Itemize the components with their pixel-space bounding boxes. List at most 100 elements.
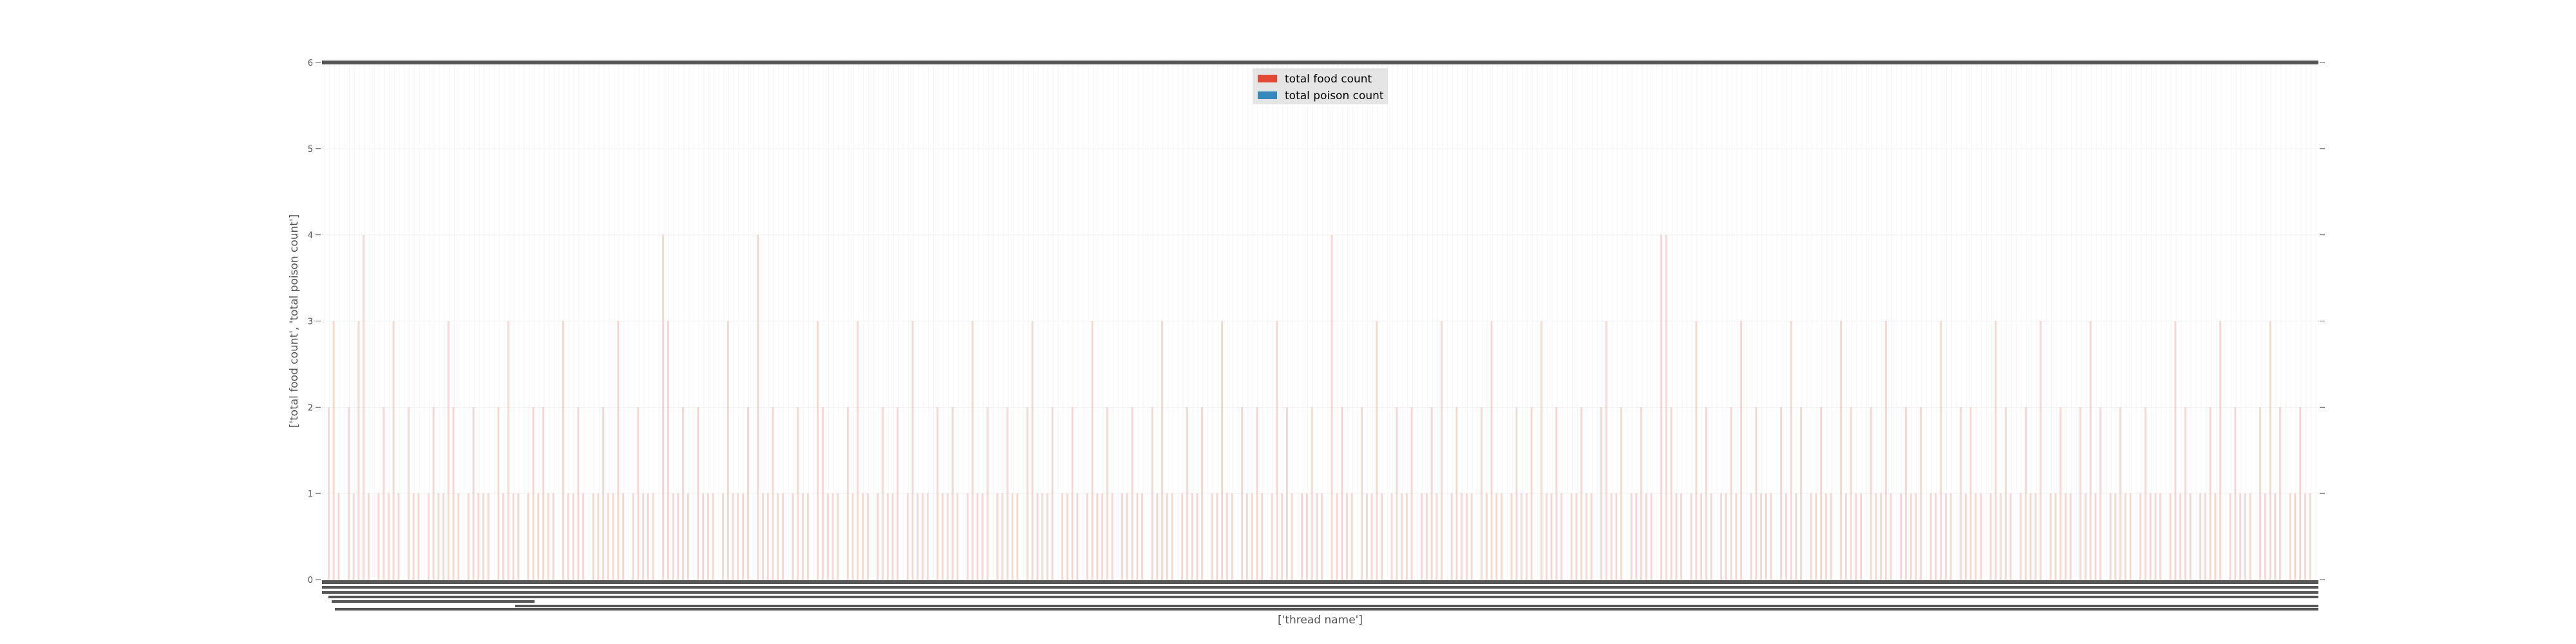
bar-total-food-count	[502, 493, 504, 580]
bar-total-food-count	[1390, 493, 1393, 580]
bar-total-food-count	[1365, 493, 1368, 580]
bar-total-food-count	[1396, 407, 1398, 580]
bar-total-food-count	[2299, 407, 2301, 580]
bar-total-food-count	[1575, 493, 1578, 580]
bar-total-food-count	[762, 493, 764, 580]
bar-total-food-count	[662, 234, 664, 580]
bar-total-food-count	[1740, 321, 1742, 580]
bar-total-food-count	[1944, 493, 1947, 580]
bar-total-food-count	[806, 493, 809, 580]
bar-total-food-count	[1820, 407, 1822, 580]
bar-total-food-count	[2109, 493, 2112, 580]
bar-total-food-count	[1245, 493, 1248, 580]
bar-total-food-count	[1301, 493, 1303, 580]
bar-total-food-count	[2054, 493, 2057, 580]
legend-swatch-food	[1258, 75, 1277, 82]
bar-total-food-count	[1241, 407, 1243, 580]
bar-total-food-count	[831, 493, 834, 580]
y-tick-label: 1	[308, 489, 313, 499]
bar-total-food-count	[1086, 493, 1088, 580]
bar-total-food-count	[782, 493, 784, 580]
bar-total-food-count	[2064, 493, 2067, 580]
bar-total-food-count	[1520, 493, 1522, 580]
bar-total-food-count	[1610, 493, 1613, 580]
bar-total-food-count	[2040, 321, 2041, 580]
bar-total-food-count	[1495, 493, 1498, 580]
bar-total-food-count	[667, 321, 669, 580]
bar-total-food-count	[512, 493, 515, 580]
bar-total-food-count	[2279, 407, 2281, 580]
bar-total-food-count	[1830, 493, 1832, 580]
bar-total-food-count	[1755, 407, 1757, 580]
bar-total-food-count	[2304, 493, 2306, 580]
y-ticks: 0 1 2 3 4 5 6	[308, 59, 2325, 585]
bar-total-food-count	[2189, 493, 2192, 580]
bar-total-food-count	[726, 321, 729, 580]
bar-total-food-count	[772, 407, 774, 580]
bar-total-food-count	[1720, 493, 1722, 580]
bar-total-food-count	[2239, 493, 2241, 580]
bar-total-food-count	[1585, 493, 1587, 580]
bar-total-food-count	[876, 493, 879, 580]
bar-total-food-count	[911, 321, 914, 580]
bar-total-food-count	[2214, 493, 2217, 580]
bar-total-food-count	[1860, 493, 1862, 580]
bar-total-food-count	[567, 493, 569, 580]
bar-total-food-count	[1465, 493, 1468, 580]
bar-total-food-count	[1989, 493, 1992, 580]
bar-total-food-count	[2020, 493, 2022, 580]
bar-total-food-count	[1580, 407, 1582, 580]
bar-total-food-count	[851, 493, 854, 580]
bar-total-food-count	[822, 407, 824, 580]
bar-total-food-count	[766, 493, 769, 580]
bar-total-food-count	[2094, 493, 2097, 580]
bar-total-food-count	[2174, 321, 2177, 580]
bar-total-food-count	[417, 493, 420, 580]
bar-total-food-count	[956, 493, 959, 580]
bar-total-food-count	[622, 493, 624, 580]
bar-total-food-count	[1765, 493, 1767, 580]
legend-label-food: total food count	[1285, 73, 1372, 86]
bar-total-food-count	[497, 407, 500, 580]
bar-total-food-count	[1695, 321, 1698, 580]
bar-total-food-count	[1760, 493, 1762, 580]
bar-total-food-count	[976, 493, 979, 580]
bar-total-food-count	[1345, 493, 1348, 580]
bar-total-food-count	[1785, 493, 1787, 580]
bar-total-food-count	[837, 493, 839, 580]
bar-total-food-count	[1855, 493, 1857, 580]
bar-total-food-count	[791, 493, 794, 580]
bar-total-food-count	[1336, 493, 1338, 580]
bar-total-food-count	[777, 493, 779, 580]
bar-total-food-count	[926, 493, 929, 580]
bar-total-food-count	[1401, 493, 1403, 580]
bar-total-food-count	[1091, 321, 1094, 580]
bar-total-food-count	[1780, 407, 1782, 580]
bar-total-food-count	[1221, 321, 1223, 580]
bar-total-food-count	[1450, 493, 1453, 580]
bar-total-food-count	[916, 493, 919, 580]
bar-total-food-count	[1181, 493, 1183, 580]
bar-total-food-count	[2139, 493, 2141, 580]
bar-total-food-count	[1975, 493, 1977, 580]
bar-total-food-count	[2274, 493, 2277, 580]
bar-total-food-count	[1969, 407, 1972, 580]
bar-total-food-count	[2309, 493, 2311, 580]
bar-total-food-count	[332, 321, 335, 580]
bar-total-food-count	[1810, 493, 1812, 580]
bar-total-food-count	[946, 493, 949, 580]
bar-total-food-count	[1405, 493, 1408, 580]
bar-total-food-count	[1665, 234, 1667, 580]
bar-total-food-count	[387, 493, 390, 580]
bar-total-food-count	[1350, 493, 1353, 580]
bar-total-food-count	[2204, 493, 2206, 580]
bar-total-food-count	[597, 493, 600, 580]
bar-total-food-count	[1909, 493, 1912, 580]
grid	[322, 62, 2318, 580]
bar-total-food-count	[1875, 493, 1877, 580]
bar-total-food-count	[1321, 493, 1323, 580]
bar-total-food-count	[2149, 493, 2152, 580]
bar-total-food-count	[1430, 407, 1433, 580]
y-axis-label: ['total food count', 'total poison count…	[288, 214, 301, 428]
bar-total-food-count	[2184, 407, 2186, 580]
